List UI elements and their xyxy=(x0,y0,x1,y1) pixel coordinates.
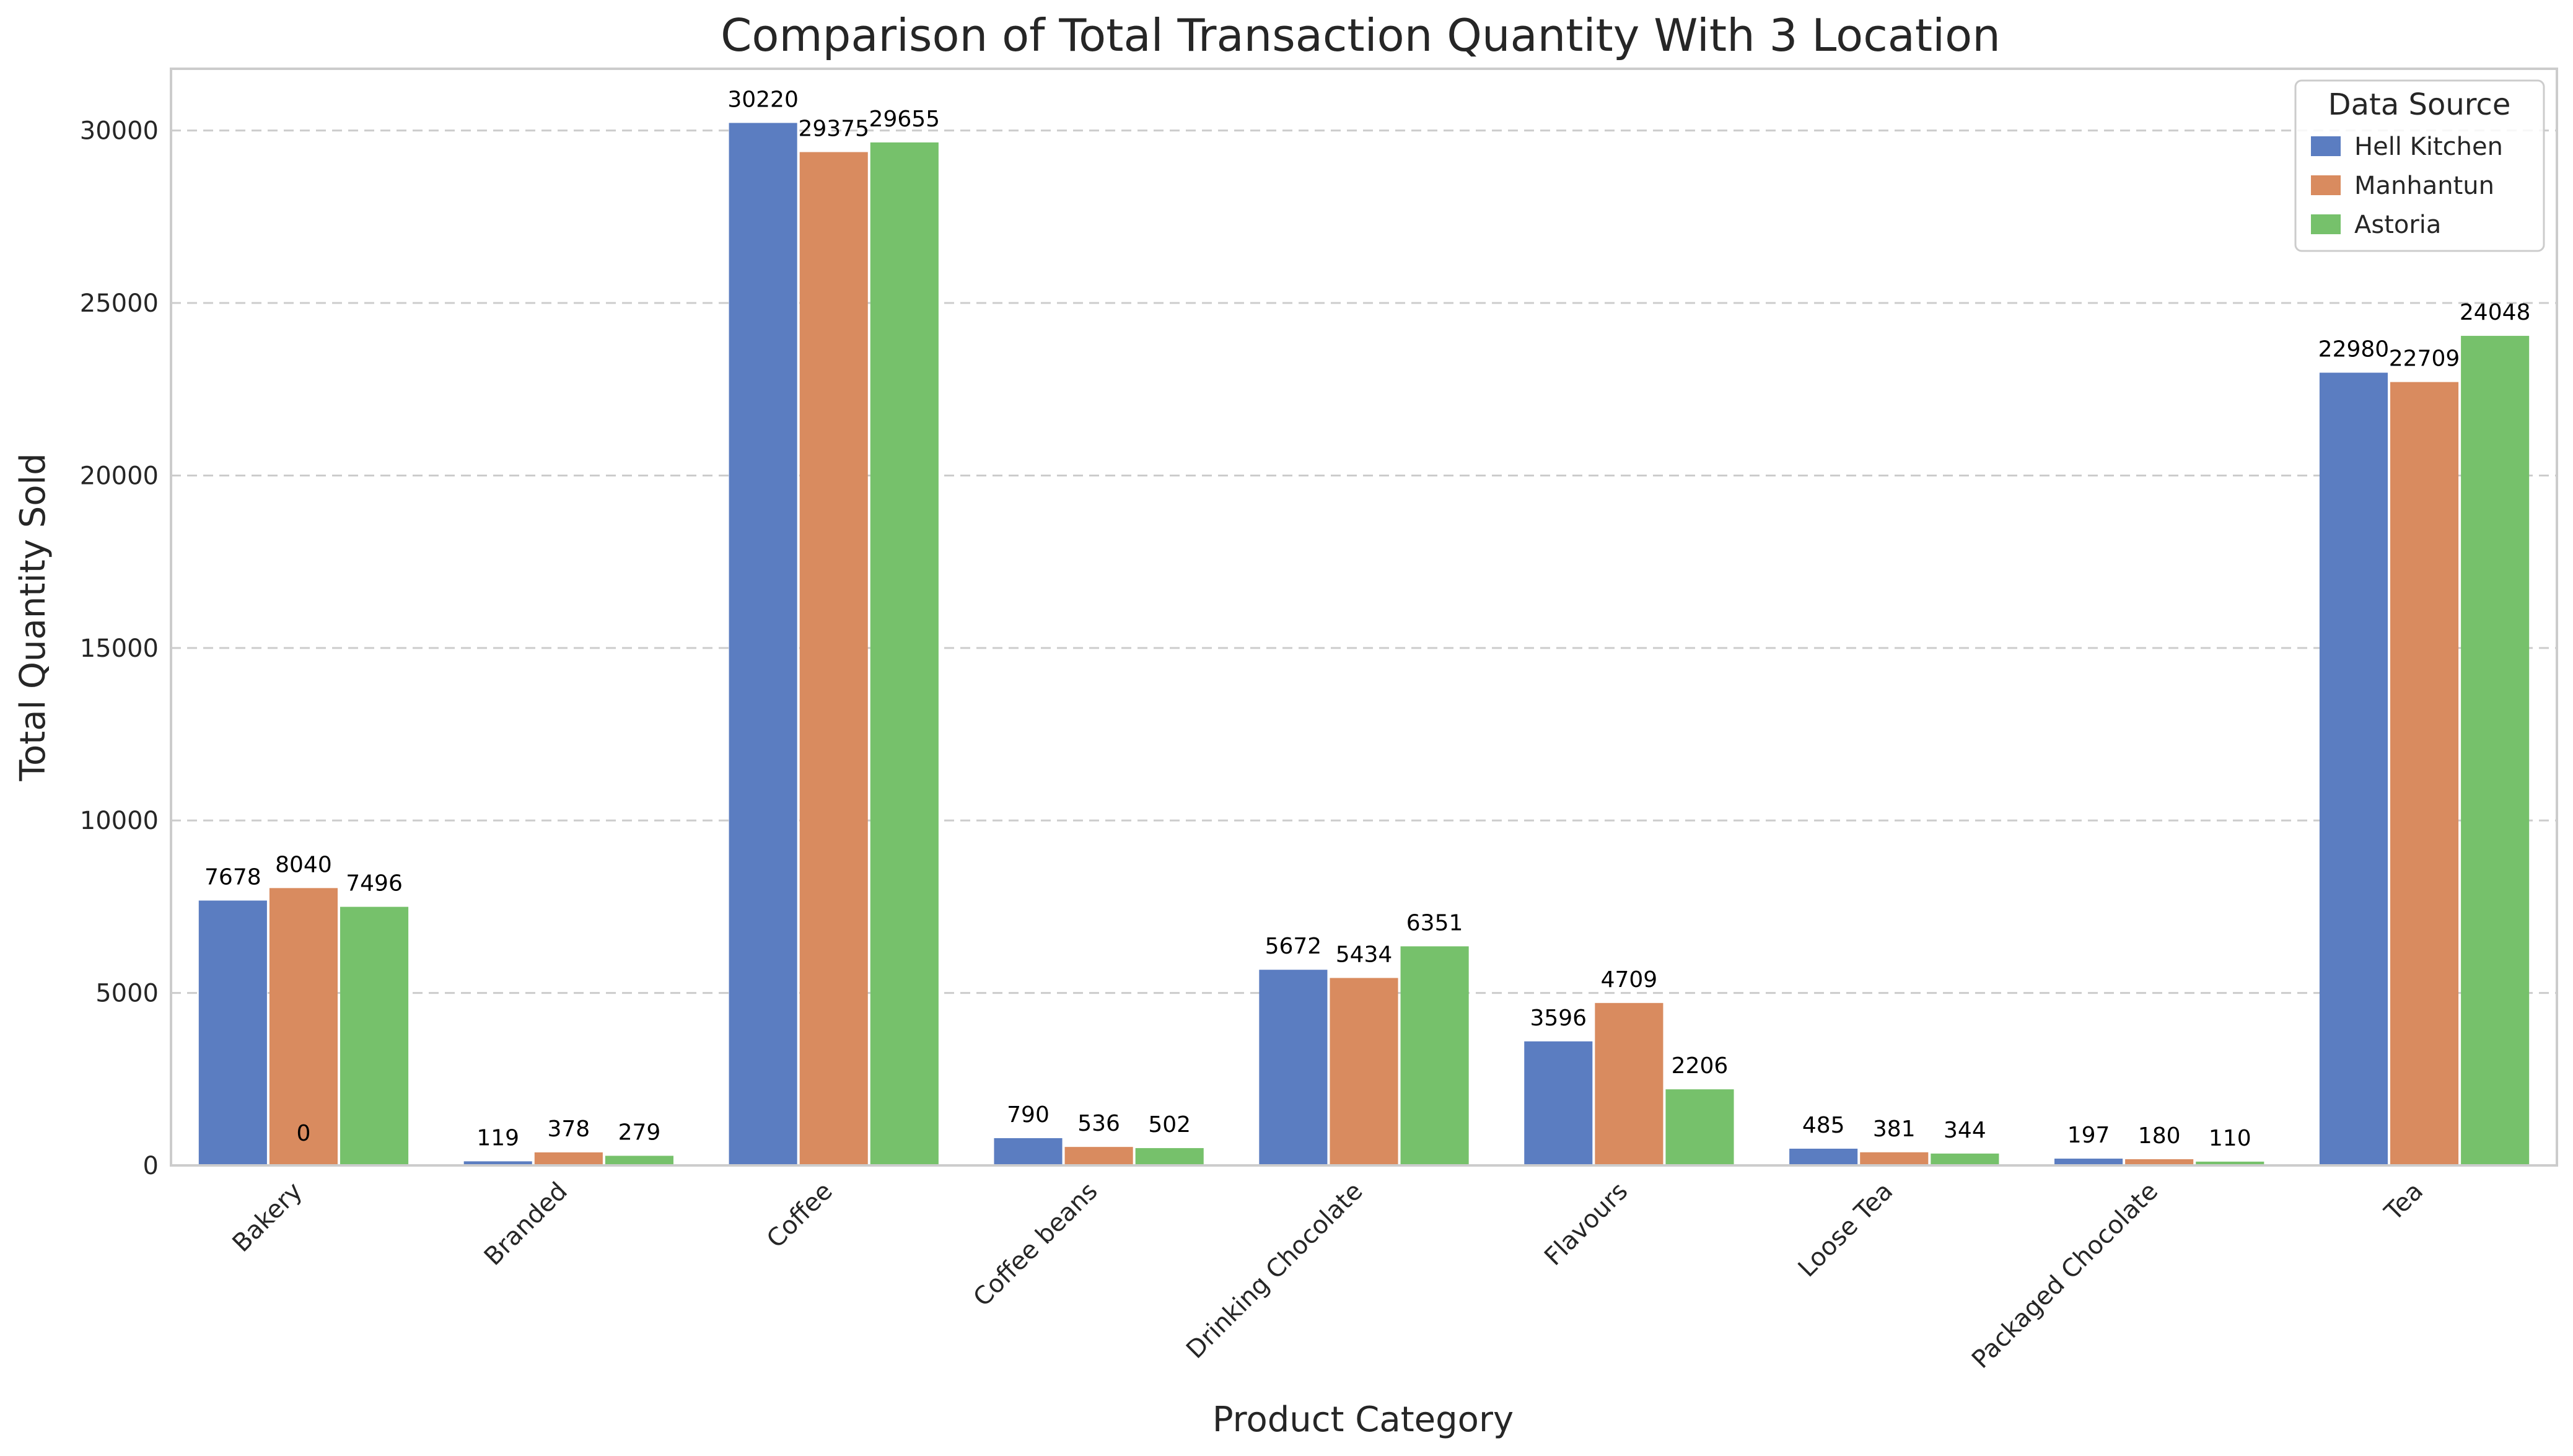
bar-tea-hell-kitchen xyxy=(2319,372,2388,1165)
data-label-tea-astoria: 24048 xyxy=(2460,300,2531,325)
legend-swatch-manhantun xyxy=(2311,175,2341,195)
bar-branded-hell-kitchen xyxy=(463,1161,532,1165)
chart-title: Comparison of Total Transaction Quantity… xyxy=(721,9,2001,61)
legend-label-manhantun: Manhantun xyxy=(2354,172,2494,200)
data-label-loose-tea-hell-kitchen: 485 xyxy=(1802,1113,1845,1138)
legend-swatch-hell-kitchen xyxy=(2311,136,2341,156)
data-label-branded-astoria: 279 xyxy=(618,1120,661,1145)
data-label-bakery-manhantun: 8040 xyxy=(275,852,332,877)
bar-coffee-hell-kitchen xyxy=(729,123,797,1165)
data-label-loose-tea-manhantun: 381 xyxy=(1873,1116,1916,1142)
data-label-bakery-astoria: 7496 xyxy=(346,871,403,897)
bar-drinking-chocolate-manhantun xyxy=(1330,978,1398,1165)
data-label-flavours-hell-kitchen: 3596 xyxy=(1530,1006,1587,1031)
bar-coffee-beans-manhantun xyxy=(1064,1147,1133,1165)
y-tick-labels: 0 5000 10000 15000 20000 25000 30000 xyxy=(80,117,159,1180)
data-label-coffee-beans-astoria: 502 xyxy=(1148,1112,1191,1138)
data-label-coffee-hell-kitchen: 30220 xyxy=(727,87,799,112)
bar-bakery-hell-kitchen xyxy=(198,900,267,1165)
bar-bakery-manhantun xyxy=(269,888,338,1165)
bar-packaged-chocolate-manhantun xyxy=(2125,1159,2194,1165)
data-label-coffee-beans-manhantun: 536 xyxy=(1077,1111,1120,1136)
data-label-drinking-chocolate-hell-kitchen: 5672 xyxy=(1265,934,1322,959)
y-tick-label: 5000 xyxy=(95,980,159,1008)
bar-coffee-beans-hell-kitchen xyxy=(994,1138,1063,1165)
data-label-bakery-hell-kitchen: 7678 xyxy=(204,865,261,890)
legend-swatch-astoria xyxy=(2311,214,2341,234)
data-label-flavours-astoria: 2206 xyxy=(1672,1053,1729,1079)
y-tick-label: 0 xyxy=(143,1152,159,1180)
legend-box xyxy=(2294,79,2545,252)
bar-labels: 7678 8040 7496 119 378 279 30220 29375 29655 790 5… xyxy=(204,87,2530,1151)
data-label-branded-hell-kitchen: 119 xyxy=(476,1125,519,1151)
bars xyxy=(198,123,2530,1166)
bar-drinking-chocolate-astoria xyxy=(1400,946,1469,1165)
bar-tea-astoria xyxy=(2461,336,2530,1166)
legend-items: Hell Kitchen Manhantun Astoria xyxy=(2311,133,2503,239)
bar-branded-astoria xyxy=(605,1156,673,1165)
y-axis-label: Total Quantity Sold xyxy=(13,453,53,781)
grid-lines xyxy=(171,129,2557,994)
data-label-tea-manhantun: 22709 xyxy=(2389,346,2460,372)
legend-label-astoria: Astoria xyxy=(2354,211,2441,239)
data-label-drinking-chocolate-astoria: 6351 xyxy=(1406,910,1463,936)
y-tick-label: 10000 xyxy=(80,807,159,835)
data-label-drinking-chocolate-manhantun: 5434 xyxy=(1336,942,1393,967)
bar-loose-tea-hell-kitchen xyxy=(1789,1148,1858,1165)
bar-flavours-manhantun xyxy=(1595,1002,1663,1165)
data-label-packaged-chocolate-astoria: 110 xyxy=(2209,1126,2251,1151)
bar-loose-tea-astoria xyxy=(1931,1153,1999,1165)
bar-tea-manhantun xyxy=(2390,382,2459,1166)
data-label-loose-tea-astoria: 344 xyxy=(1944,1118,1986,1143)
bar-coffee-manhantun xyxy=(799,152,868,1165)
bar-packaged-chocolate-hell-kitchen xyxy=(2054,1159,2123,1165)
bar-branded-manhantun xyxy=(534,1152,603,1165)
bar-flavours-hell-kitchen xyxy=(1524,1041,1593,1165)
y-tick-label: 15000 xyxy=(80,634,159,663)
bar-coffee-astoria xyxy=(870,142,939,1165)
bar-bakery-astoria xyxy=(340,906,409,1165)
data-label-packaged-chocolate-manhantun: 180 xyxy=(2138,1123,2181,1149)
data-label-tea-hell-kitchen: 22980 xyxy=(2318,337,2390,362)
annotation-label: 0 xyxy=(296,1121,310,1146)
bar-flavours-astoria xyxy=(1665,1089,1734,1165)
data-label-coffee-manhantun: 29375 xyxy=(798,116,869,141)
y-tick-label: 30000 xyxy=(80,117,159,146)
data-label-branded-manhantun: 378 xyxy=(547,1116,590,1142)
y-tick-label: 20000 xyxy=(80,462,159,490)
data-label-coffee-beans-hell-kitchen: 790 xyxy=(1007,1102,1050,1128)
bar-packaged-chocolate-astoria xyxy=(2196,1161,2264,1165)
legend: Data Source Hell Kitchen Manhantun Astoria xyxy=(2294,79,2545,252)
data-label-packaged-chocolate-hell-kitchen: 197 xyxy=(2067,1123,2110,1148)
y-tick-label: 25000 xyxy=(80,289,159,318)
legend-title: Data Source xyxy=(2328,87,2511,122)
plot-frame xyxy=(170,68,2558,1167)
bar-loose-tea-manhantun xyxy=(1860,1152,1929,1165)
bar-coffee-beans-astoria xyxy=(1135,1148,1204,1165)
legend-label-hell-kitchen: Hell Kitchen xyxy=(2354,133,2503,161)
data-label-flavours-manhantun: 4709 xyxy=(1601,967,1658,993)
data-label-coffee-astoria: 29655 xyxy=(869,107,940,132)
x-axis-label: Product Category xyxy=(1212,1400,1514,1440)
bar-drinking-chocolate-hell-kitchen xyxy=(1259,970,1328,1165)
